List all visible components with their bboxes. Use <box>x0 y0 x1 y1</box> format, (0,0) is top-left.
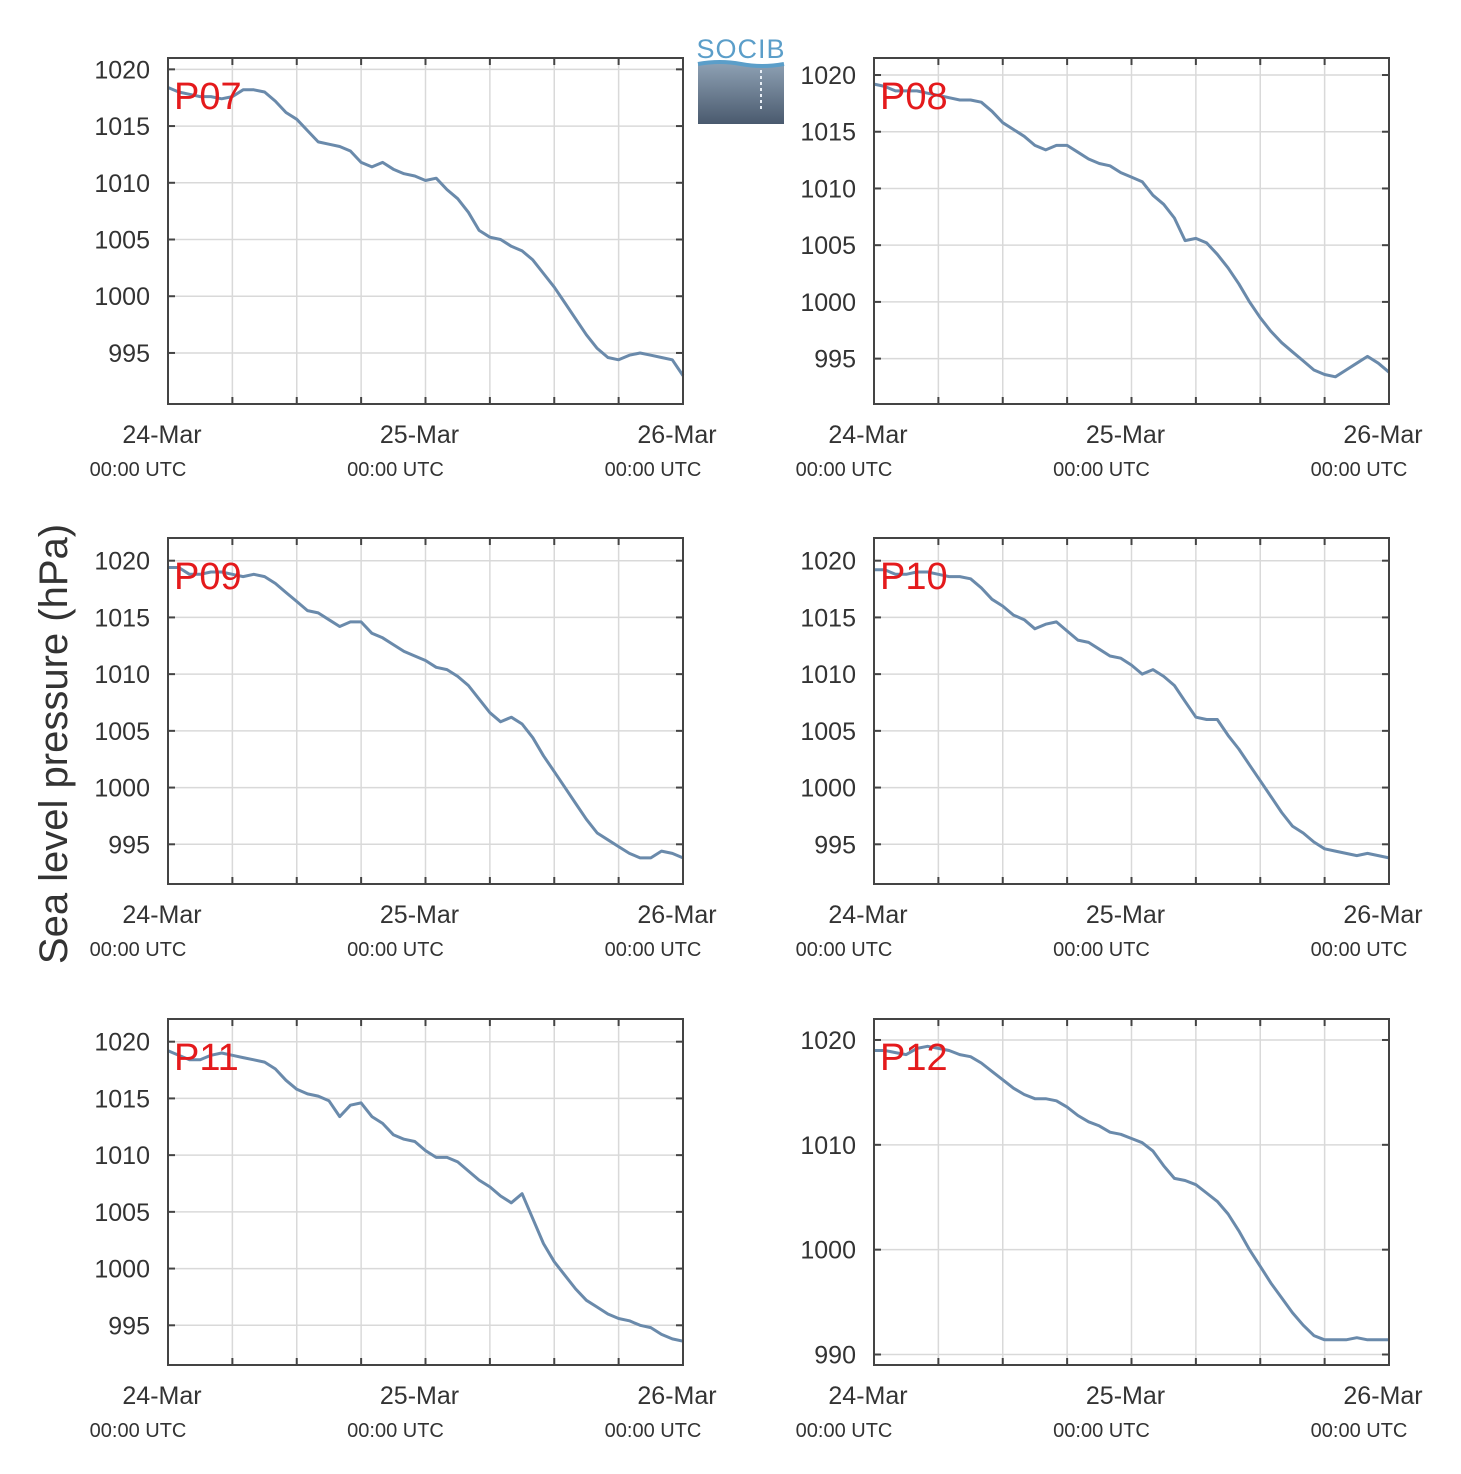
y-tick-label: 1005 <box>94 718 150 746</box>
x-tick-label-time: 00:00 UTC <box>347 459 444 481</box>
panel-label: P12 <box>880 1037 948 1079</box>
y-tick-label: 1000 <box>94 775 150 803</box>
x-tick-label-time: 00:00 UTC <box>1053 1420 1150 1442</box>
y-tick-label: 1020 <box>800 548 856 576</box>
x-tick-label-date: 25-Mar <box>380 1382 459 1410</box>
x-tick-label-time: 00:00 UTC <box>347 1420 444 1442</box>
panel-p11: 995 1000 1005 1010 1015 1020 24-Mar 00:00 UTC 25… <box>90 1018 717 1442</box>
x-tick-label-time: 00:00 UTC <box>1311 939 1408 961</box>
x-tick-label-date: 24-Mar <box>828 421 907 449</box>
y-tick-label: 1020 <box>94 1029 150 1057</box>
y-tick-label: 1000 <box>800 775 856 803</box>
x-tick-label-time: 00:00 UTC <box>605 1420 702 1442</box>
y-tick-label: 1005 <box>800 232 856 260</box>
x-tick-label-date: 25-Mar <box>380 421 459 449</box>
y-tick-label: 1010 <box>800 1132 856 1160</box>
y-tick-label: 995 <box>108 831 150 859</box>
pressure-series-line <box>874 568 1390 860</box>
x-tick-label-date: 26-Mar <box>1343 421 1422 449</box>
y-tick-label: 1015 <box>94 113 150 141</box>
panel-label: P10 <box>880 556 948 598</box>
panel-p10: 995 1000 1005 1010 1015 1020 24-Mar 00:00 UTC 25… <box>796 537 1423 961</box>
y-tick-label: 1010 <box>800 175 856 203</box>
logo-text: SOCIB <box>696 34 785 64</box>
panel-label: P08 <box>880 76 948 118</box>
pressure-series-line <box>874 1044 1389 1342</box>
y-tick-label: 990 <box>814 1342 856 1370</box>
y-tick-label: 1020 <box>800 1027 856 1055</box>
x-tick-label-time: 00:00 UTC <box>90 459 187 481</box>
panel-label: P07 <box>174 76 242 118</box>
x-tick-label-time: 00:00 UTC <box>90 1420 187 1442</box>
y-tick-label: 1000 <box>800 1237 856 1265</box>
logo-wave-top <box>697 60 785 68</box>
y-tick-label: 1015 <box>94 604 150 632</box>
x-tick-label-date: 25-Mar <box>1086 901 1165 929</box>
x-tick-label-date: 24-Mar <box>122 421 201 449</box>
y-tick-label: 1010 <box>94 170 150 198</box>
x-tick-label-date: 25-Mar <box>1086 421 1165 449</box>
y-tick-label: 1000 <box>800 289 856 317</box>
x-tick-label-time: 00:00 UTC <box>796 1420 893 1442</box>
x-tick-label-date: 24-Mar <box>828 901 907 929</box>
x-tick-label-date: 26-Mar <box>637 421 716 449</box>
x-tick-label-date: 26-Mar <box>1343 1382 1422 1410</box>
x-tick-label-date: 24-Mar <box>122 1382 201 1410</box>
x-tick-label-time: 00:00 UTC <box>90 939 187 961</box>
x-tick-label-time: 00:00 UTC <box>1311 459 1408 481</box>
x-tick-label-time: 00:00 UTC <box>1053 939 1150 961</box>
y-tick-label: 1005 <box>800 718 856 746</box>
x-tick-label-date: 26-Mar <box>1343 901 1422 929</box>
y-tick-label: 1005 <box>94 1199 150 1227</box>
pressure-series-line <box>873 82 1390 379</box>
y-tick-label: 1020 <box>94 548 150 576</box>
pressure-series-line <box>168 566 684 860</box>
x-tick-label-time: 00:00 UTC <box>1311 1420 1408 1442</box>
x-tick-label-time: 00:00 UTC <box>1053 459 1150 481</box>
y-tick-label: 995 <box>108 340 150 368</box>
y-axis-label: Sea level pressure (hPa) <box>32 524 76 964</box>
y-tick-label: 1015 <box>800 119 856 147</box>
y-tick-label: 1000 <box>94 283 150 311</box>
x-tick-label-time: 00:00 UTC <box>796 459 893 481</box>
x-tick-label-date: 26-Mar <box>637 1382 716 1410</box>
x-tick-label-date: 24-Mar <box>122 901 201 929</box>
panel-p09: 995 1000 1005 1010 1015 1020 24-Mar 00:00 UTC 25… <box>90 537 717 961</box>
y-tick-label: 995 <box>814 346 856 374</box>
pressure-series-line <box>167 1049 684 1343</box>
y-tick-label: 1010 <box>94 661 150 689</box>
pressure-series-line <box>167 86 685 377</box>
y-tick-label: 1015 <box>800 604 856 632</box>
x-tick-label-time: 00:00 UTC <box>796 939 893 961</box>
panel-p12: 990 1000 1010 1020 24-Mar 00:00 UTC 25-Mar 00:0… <box>796 1018 1423 1442</box>
x-tick-label-date: 25-Mar <box>1086 1382 1165 1410</box>
x-tick-label-time: 00:00 UTC <box>347 939 444 961</box>
y-tick-label: 1000 <box>94 1256 150 1284</box>
panel-label: P09 <box>174 556 242 598</box>
x-tick-label-time: 00:00 UTC <box>605 459 702 481</box>
y-tick-label: 1005 <box>94 227 150 255</box>
y-tick-label: 995 <box>814 831 856 859</box>
logo-wave-shape <box>698 62 784 124</box>
x-tick-label-date: 24-Mar <box>828 1382 907 1410</box>
y-tick-label: 1010 <box>800 661 856 689</box>
y-tick-label: 1020 <box>94 56 150 84</box>
panel-p08: 995 1000 1005 1010 1015 1020 24-Mar 00:00 UTC 25… <box>796 57 1423 481</box>
x-tick-label-date: 26-Mar <box>637 901 716 929</box>
panel-p07: 995 1000 1005 1010 1015 1020 24-Mar 00:00 UTC 25… <box>90 56 717 481</box>
panel-label: P11 <box>174 1037 239 1079</box>
y-tick-label: 1020 <box>800 62 856 90</box>
y-tick-label: 995 <box>108 1312 150 1340</box>
x-tick-label-date: 25-Mar <box>380 901 459 929</box>
socib-logo: SOCIB <box>696 34 785 124</box>
y-tick-label: 1010 <box>94 1142 150 1170</box>
x-tick-label-time: 00:00 UTC <box>605 939 702 961</box>
panels: 995 1000 1005 1010 1015 1020 24-Mar 00:00 UTC 25… <box>90 56 1423 1442</box>
y-tick-label: 1015 <box>94 1085 150 1113</box>
